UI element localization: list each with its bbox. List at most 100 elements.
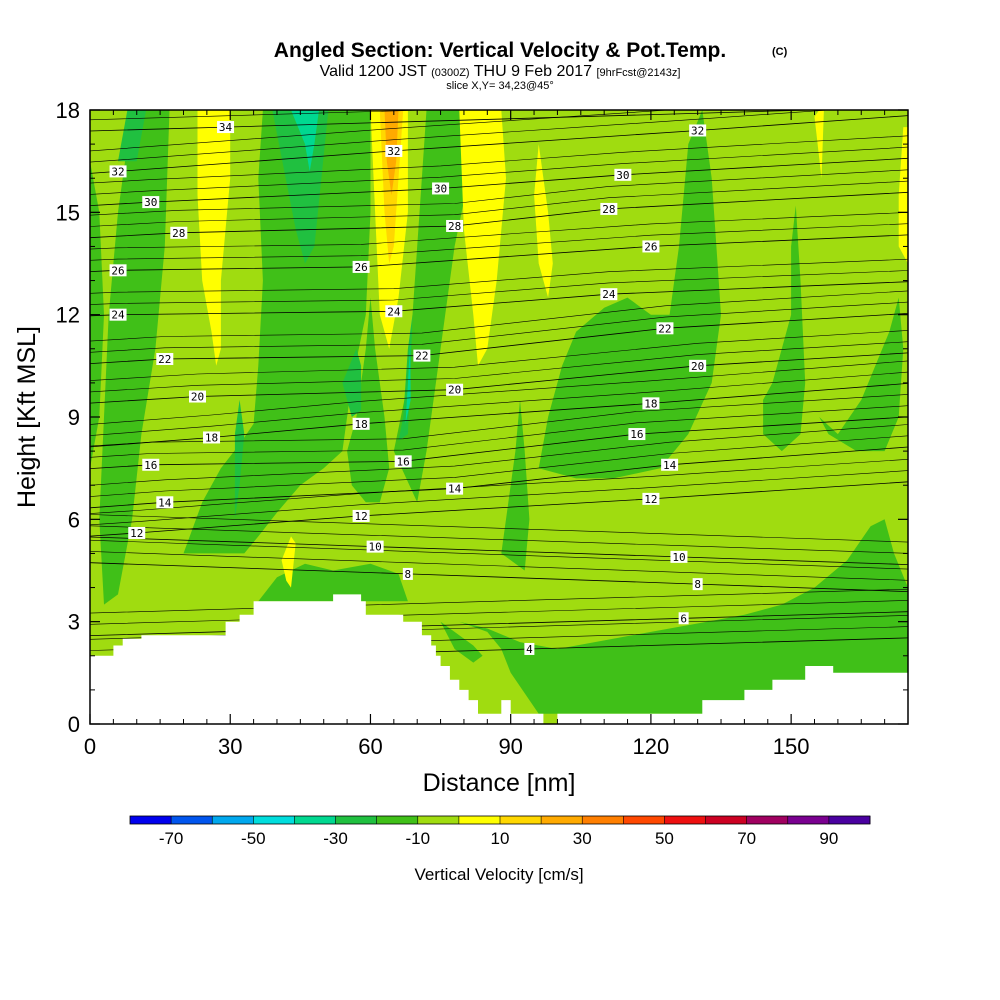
isentrope-label-bg-38 (689, 124, 707, 137)
colorbar-swatch-3 (253, 816, 295, 824)
isentrope-label-33: 30 (144, 196, 157, 209)
isentrope-label-17: 18 (644, 397, 657, 410)
isentrope-label-bg-16 (352, 417, 370, 430)
isentrope-minor-12-1 (90, 470, 908, 526)
y-tick-label-2: 6 (68, 507, 80, 532)
isentrope-minor-28-2 (90, 169, 908, 216)
velocity-region-8 (347, 297, 390, 503)
x-axis-label: Distance [nm] (423, 769, 576, 797)
colorbar-swatch-6 (376, 816, 419, 824)
isentrope-minor-10-1 (90, 525, 908, 554)
isentrope-label-bg-7 (352, 509, 370, 522)
isentrope-label-34: 30 (434, 182, 447, 195)
isentrope-label-bg-23 (656, 322, 674, 335)
colorbar-swatch-14 (705, 816, 748, 824)
velocity-region-13 (197, 110, 231, 366)
isentrope-minor-20-2 (90, 330, 908, 381)
isentrope-minor-16-1 (90, 405, 908, 458)
isentrope-label-bg-10 (446, 482, 464, 495)
isentrope-label-31: 28 (448, 220, 461, 233)
isentrope-label-2: 8 (405, 568, 412, 581)
colorbar-tick-4: 10 (491, 829, 510, 848)
isentrope-label-36: 32 (111, 165, 124, 178)
velocity-region-18 (534, 144, 553, 298)
velocity-region-9 (393, 110, 488, 503)
subtitle-date: THU 9 Feb 2017 (474, 63, 592, 80)
y-tick-label-0: 0 (68, 712, 80, 737)
colorbar-swatch-1 (171, 816, 213, 824)
isentrope-label-bg-9 (156, 496, 174, 509)
velocity-shading (90, 110, 908, 714)
chart-title-mark: (C) (772, 46, 788, 58)
isentrope-label-bg-25 (385, 305, 403, 318)
isentrope-label-bg-27 (109, 264, 127, 277)
x-tick-label-4: 120 (633, 734, 670, 759)
isentrope-label-bg-8 (642, 492, 660, 505)
isentrope-label-bg-21 (156, 353, 174, 366)
isentrope-minor-14-1 (90, 435, 908, 497)
isentrope-labels: 4 6 8 8 10 10 12 12 12 14 14 14 16 16 16 18 18 18 20 20 20 22… (109, 121, 707, 656)
isentrope-label-5: 10 (672, 551, 685, 564)
isentrope-label-bg-22 (413, 349, 431, 362)
isentrope-label-bg-24 (109, 308, 127, 321)
isentrope-label-bg-14 (628, 428, 646, 441)
colorbar-swatch-4 (294, 816, 337, 824)
isentrope-minor-34-1 (90, 110, 435, 121)
isentrope-minor-20-1 (90, 341, 908, 393)
isentrope-label-bg-6 (128, 526, 146, 539)
colorbar: -70 -50 -30 -10 10 30 50 70 90 (129, 815, 871, 848)
isentrope-label-9: 14 (158, 496, 172, 509)
isentrope-minor-18-1 (90, 371, 908, 436)
velocity-region-4 (272, 110, 329, 264)
isentrope-label-23: 22 (658, 322, 671, 335)
isentrope-label-bg-1 (678, 612, 689, 625)
isentrope-label-12: 16 (144, 459, 157, 472)
isentrope-label-14: 16 (630, 428, 643, 441)
x-tick-label-5: 150 (773, 734, 810, 759)
isentrope-minor-24-2 (90, 258, 908, 294)
x-tick-label-0: 0 (84, 734, 96, 759)
isentrope-label-bg-29 (642, 240, 660, 253)
isentrope-label-bg-5 (670, 550, 688, 563)
x-tick-label-1: 30 (218, 734, 242, 759)
isentrope-minor-8-2 (90, 539, 908, 570)
velocity-region-21 (281, 536, 296, 588)
velocity-region-12 (405, 342, 411, 424)
colorbar-tick-5: 30 (573, 829, 592, 848)
isentrope-label-26: 24 (602, 288, 616, 301)
isentrope-label-bg-3 (692, 578, 703, 591)
colorbar-tick-7: 70 (737, 829, 756, 848)
isentrope-label-29: 26 (644, 240, 657, 253)
subtitle-forecast: [9hrFcst@2143z] (596, 67, 680, 79)
subtitle-valid: Valid 1200 JST (320, 63, 428, 80)
isentrope-label-24: 24 (111, 309, 125, 322)
isentrope-label-18: 20 (191, 391, 204, 404)
x-tick-label-2: 60 (358, 734, 382, 759)
isentrope-label-bg-26 (600, 288, 618, 301)
x-axis: 0 30 60 90 120 150 (84, 110, 886, 759)
terrain (90, 594, 908, 724)
colorbar-tick-8: 90 (819, 829, 838, 848)
isentrope-label-0: 4 (526, 643, 533, 656)
slice-label: slice X,Y= 34,23@45° (446, 80, 554, 92)
isentrope-minor-28-1 (90, 180, 908, 227)
colorbar-tick-2: -30 (323, 829, 348, 848)
isentrope-label-7: 12 (354, 510, 367, 523)
isentrope-label-3: 8 (694, 578, 701, 591)
colorbar-swatch-11 (582, 816, 624, 824)
isentrope-label-bg-19 (446, 383, 464, 396)
colorbar-swatch-12 (623, 816, 665, 824)
colorbar-swatch-7 (417, 816, 460, 824)
isentrope-label-20: 20 (691, 360, 704, 373)
isentrope-label-bg-39 (217, 121, 235, 134)
colorbar-swatch-13 (664, 816, 707, 824)
isentrope-label-19: 20 (448, 384, 461, 397)
isentrope-label-bg-32 (600, 202, 618, 215)
isentrope-minor-30-1 (90, 146, 908, 195)
isentrope-8 (90, 562, 908, 592)
y-tick-label-1: 3 (68, 610, 80, 635)
isentrope-minor-22-2 (90, 290, 908, 342)
velocity-region-20 (814, 110, 824, 179)
chart-title: Angled Section: Vertical Velocity & Pot.… (274, 39, 726, 62)
